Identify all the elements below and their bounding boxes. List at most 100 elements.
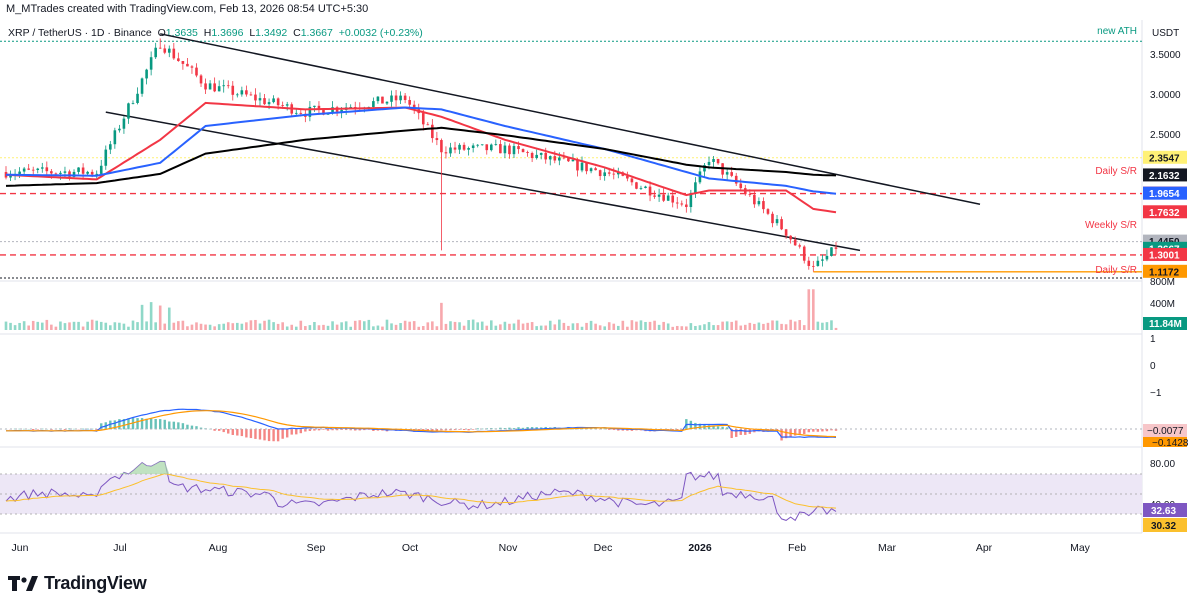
volume-bar [263, 320, 266, 330]
volume-bar [140, 304, 144, 330]
high-value: 1.3696 [211, 27, 244, 39]
macd-histogram-bar [145, 418, 148, 430]
volume-bar [363, 321, 366, 330]
macd-histogram-bar [181, 423, 185, 430]
volume-bar [648, 321, 652, 330]
macd-histogram-bar [131, 418, 135, 430]
macd-histogram-bar [426, 429, 430, 432]
macd-histogram-bar [36, 429, 39, 430]
volume-bar [272, 322, 275, 330]
volume-current-value: 11.84M [1149, 319, 1182, 330]
candle-body [390, 95, 393, 102]
candle-body [698, 171, 702, 183]
macd-histogram-bar [626, 429, 629, 431]
tradingview-logo-icon [8, 575, 38, 591]
candle-body [793, 239, 797, 246]
candle-body [158, 47, 162, 49]
macd-histogram-bar [81, 428, 85, 430]
volume-bar [136, 322, 139, 330]
close-value: 1.3667 [300, 27, 333, 39]
candle-body [40, 167, 44, 169]
candle-body [530, 152, 534, 159]
volume-bar [703, 324, 706, 330]
macd-histogram-bar [258, 429, 262, 440]
candle-body [653, 195, 656, 197]
volume-bar [4, 321, 8, 330]
macd-histogram-bar [716, 426, 720, 430]
candle-body [213, 83, 216, 92]
candle-body [249, 94, 253, 96]
volume-bar [694, 325, 697, 330]
candle-body [317, 105, 321, 110]
macd-histogram-bar [236, 429, 239, 436]
candle-body [553, 156, 557, 161]
macd-histogram-bar [544, 426, 547, 430]
volume-bar [757, 322, 761, 330]
candle-body [236, 94, 239, 96]
macd-histogram-bar [685, 419, 688, 430]
volume-bar [285, 326, 289, 330]
macd-histogram-bar [471, 429, 475, 430]
candle-body [385, 101, 389, 104]
macd-histogram-bar [775, 429, 779, 431]
symbol-legend[interactable]: XRP / TetherUS · 1D · Binance O1.3635 H1… [8, 27, 423, 39]
price-label-text: 1.4450 [1149, 237, 1180, 248]
price-label-box [1143, 264, 1187, 278]
candle-body [263, 98, 266, 105]
volume-bar [72, 321, 76, 330]
volume-bar [680, 326, 684, 330]
volume-bar [748, 322, 752, 330]
volume-bar [390, 323, 393, 330]
candle-body [694, 182, 697, 194]
macd-histogram-bar [739, 429, 742, 435]
candle-body [789, 235, 792, 240]
macd-histogram-bar [394, 429, 398, 431]
macd-histogram-bar [290, 429, 293, 435]
volume-bar [639, 320, 643, 330]
macd-histogram-bar [449, 429, 452, 431]
volume-bar [231, 323, 235, 330]
candle-body [526, 152, 529, 153]
volume-bar [834, 327, 838, 330]
volume-bar [739, 325, 743, 330]
candle-body [99, 165, 103, 174]
macd-histogram-bar [317, 429, 321, 431]
candle-body [353, 107, 357, 109]
tradingview-brand[interactable]: TradingView [8, 573, 147, 594]
volume-bar [344, 321, 348, 330]
volume-bar [721, 321, 724, 330]
time-axis[interactable]: Jun Jul Aug Sep Oct Nov Dec 2026 Feb Mar Apr May [12, 542, 1091, 554]
volume-bar [104, 322, 108, 330]
volume-bar [276, 323, 280, 330]
volume-bar [394, 324, 398, 330]
price-label-box [1143, 186, 1187, 200]
rsi-tick-40: 40.00 [1150, 500, 1175, 511]
volume-bar [548, 320, 552, 330]
candle-body [9, 175, 12, 178]
macd-histogram-bar [530, 427, 534, 430]
price-label-text: 2.1632 [1149, 171, 1180, 182]
candle-body [140, 78, 144, 94]
candle-body [186, 63, 189, 67]
candle-body [771, 213, 774, 224]
volume-bar [304, 326, 307, 330]
volume-bar [562, 322, 566, 330]
candle-body [54, 173, 58, 175]
macd-histogram-bar [267, 429, 271, 442]
macd-histogram-bar [567, 426, 570, 430]
candle-body [798, 245, 802, 247]
volume-bar [154, 322, 157, 330]
volume-bar [521, 323, 525, 330]
candle-body [707, 161, 711, 166]
volume-bar [50, 324, 53, 330]
open-value: 1.3635 [165, 27, 198, 39]
volume-bar [743, 324, 747, 330]
candle-body [766, 209, 770, 214]
candle-body [780, 219, 783, 230]
macd-histogram-bar [13, 428, 17, 430]
volume-bar [199, 323, 203, 330]
macd-histogram-bar [680, 429, 683, 431]
macd-histogram-bar [372, 429, 375, 431]
candle-body [512, 146, 516, 155]
